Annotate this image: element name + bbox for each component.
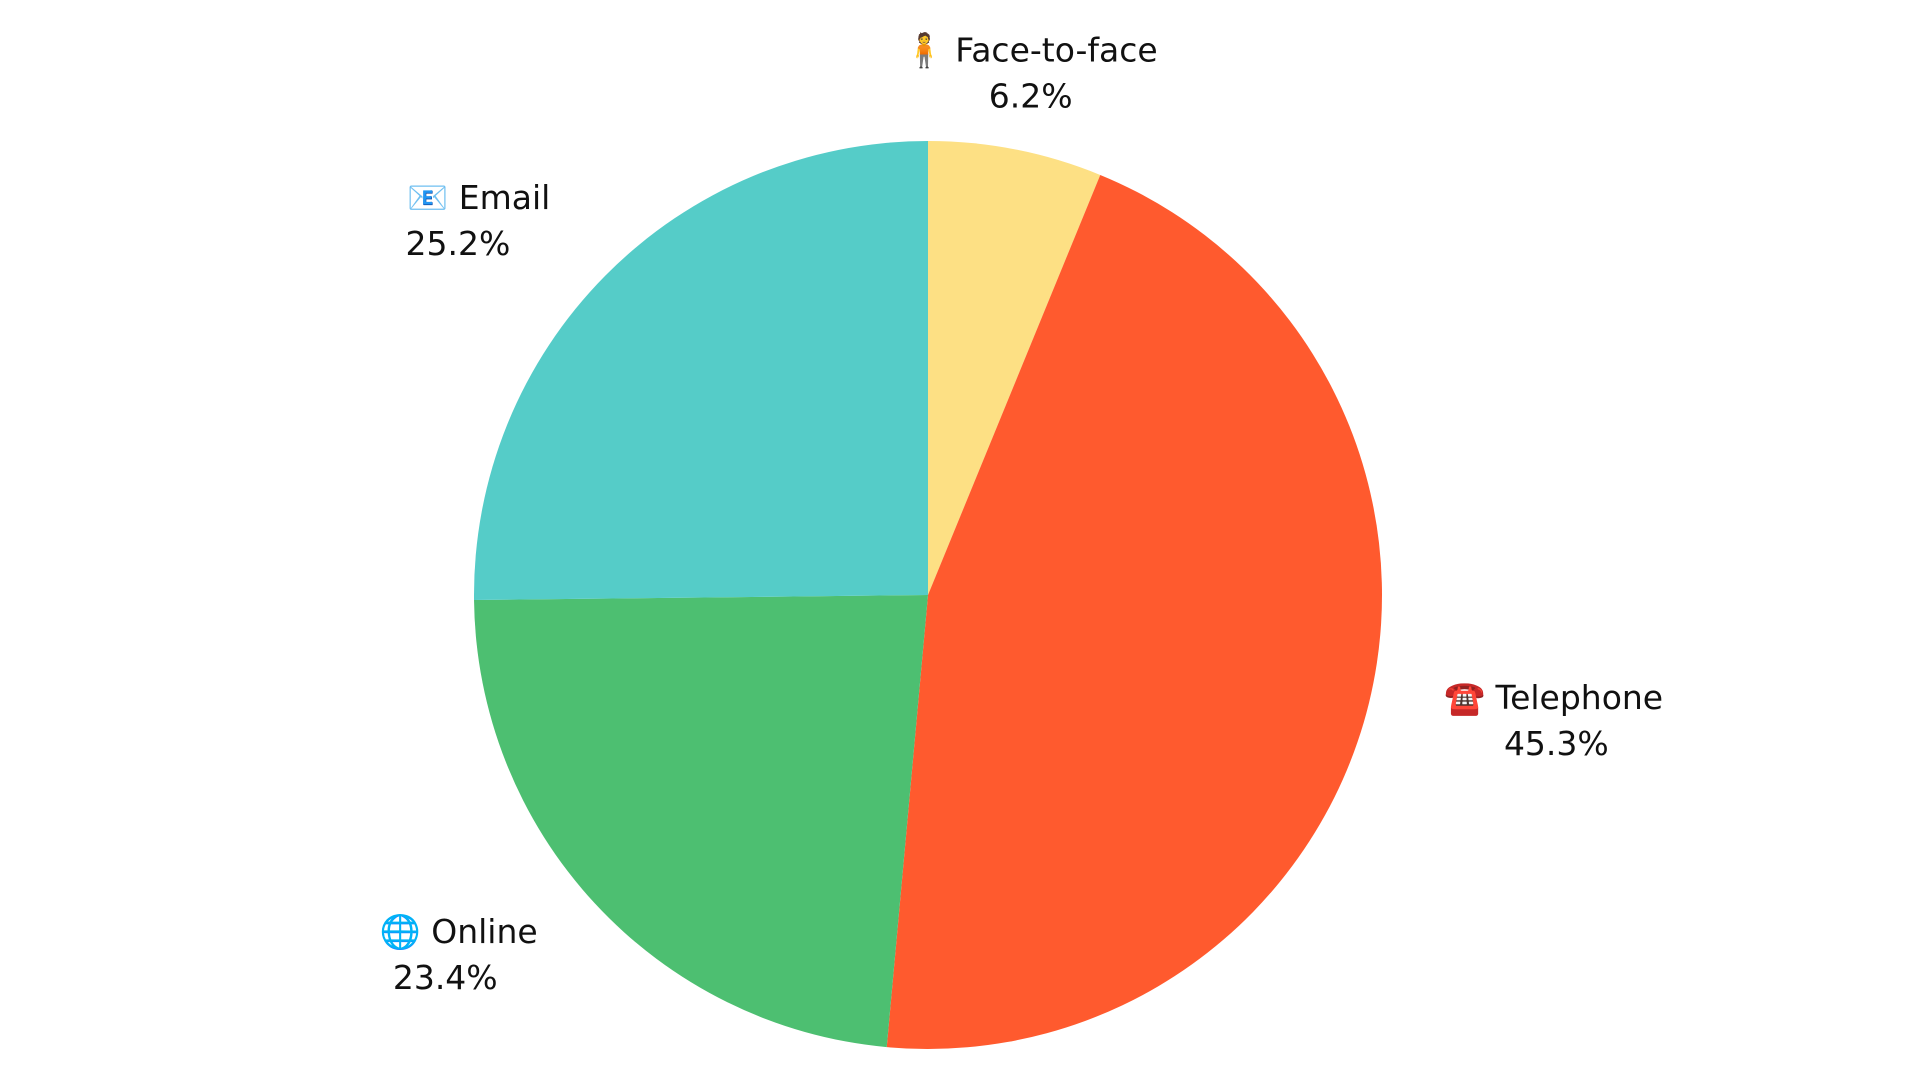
pie-slice	[474, 141, 928, 600]
slice-value-label: 45.3%	[1504, 724, 1609, 763]
slice-label: ☎️ Telephone	[1444, 678, 1663, 717]
slice-value-label: 23.4%	[393, 958, 498, 997]
slice-label: 🧍 Face-to-face	[904, 30, 1158, 69]
slice-label: 📧 Email	[407, 178, 550, 217]
pie-slice	[474, 595, 928, 1048]
slice-value-label: 25.2%	[405, 224, 510, 263]
pie-slice	[928, 141, 1101, 595]
slice-value-label: 6.2%	[989, 76, 1073, 115]
slice-label: 🌐 Online	[380, 912, 538, 951]
pie-slice	[886, 174, 1382, 1049]
